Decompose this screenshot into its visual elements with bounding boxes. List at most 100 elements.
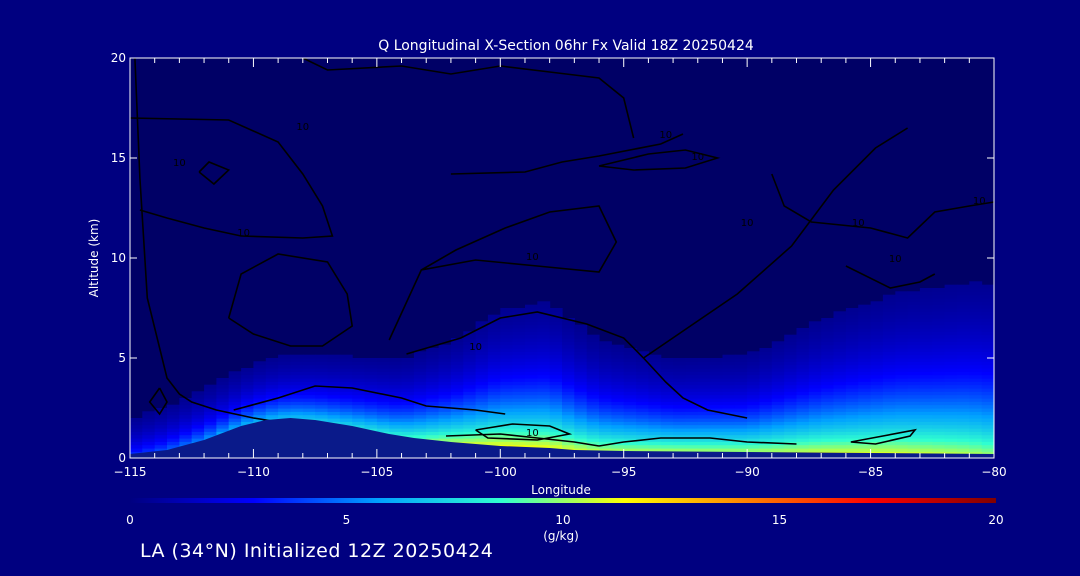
heat-cell [673,364,686,369]
heat-cell [364,391,378,396]
heat-cell [599,398,612,402]
heat-cell [265,408,279,412]
heat-cell [438,391,452,396]
heat-cell [759,354,773,359]
heat-cell [389,408,403,412]
heat-cell [302,361,316,366]
heat-cell [882,344,896,349]
heat-cell [549,351,563,356]
heat-cell [784,448,798,452]
heat-cell [364,394,378,399]
heat-cell [278,364,291,369]
heat-cell [500,434,514,439]
heat-cell [352,421,366,426]
heat-cell [969,404,983,409]
heat-cell [845,401,859,406]
heat-cell [660,411,674,416]
heat-cell [562,354,575,359]
heat-cell [154,411,168,416]
contour-line [388,205,618,341]
heat-cell [549,391,563,396]
heat-cell [722,414,736,419]
heat-cell [932,438,946,442]
heat-cell [463,354,477,359]
heat-cell [586,448,600,452]
heat-cell [463,384,477,389]
heat-cell [919,421,933,426]
heat-cell [796,361,810,366]
heat-cell [599,424,612,429]
heat-cell [957,451,970,456]
heat-cell [426,424,440,429]
heat-cell [660,398,674,402]
heat-cell [858,378,872,382]
heat-cell [673,421,686,426]
heat-cell [808,348,822,352]
heat-cell [512,398,526,402]
heat-cell [401,384,415,389]
heat-cell [376,378,390,382]
heat-cell [895,361,909,366]
heat-cell [599,371,612,376]
heat-cell [821,401,835,406]
heat-cell [796,434,810,439]
heat-cell [784,338,798,342]
heat-cell [315,354,328,359]
heat-cell [537,421,551,426]
heat-cell [586,424,600,429]
heat-cell [895,348,909,352]
heat-cell [623,388,637,392]
heat-cell [932,338,946,342]
heat-cell [784,344,798,349]
heat-cell [882,434,896,439]
heat-cell [500,348,514,352]
heat-cell [401,374,415,379]
heat-cell [722,368,736,372]
heat-cell [747,358,760,362]
heat-cell [586,338,600,342]
heat-cell [981,308,994,312]
heat-cell [142,431,156,436]
heat-cell [882,358,896,362]
heat-cell [253,371,267,376]
heat-cell [882,428,896,432]
heat-cell [660,431,674,436]
heat-cell [759,421,773,426]
heat-cell [919,341,933,346]
heat-cell [389,361,403,366]
heat-cell [475,411,489,416]
heat-cell [882,371,896,376]
heat-cell [957,284,970,289]
heat-cell [339,401,353,406]
heat-cell [228,421,242,426]
heat-cell [710,388,723,392]
heat-cell [537,381,551,386]
heat-cell [759,414,773,419]
heat-cell [907,404,921,409]
heat-cell [771,428,785,432]
heat-cell [710,378,723,382]
heat-cell [895,328,909,332]
heat-cell [426,411,440,416]
heat-cell [179,421,193,426]
heat-cell [895,391,909,396]
heat-cell [747,394,760,399]
heat-cell [685,358,699,362]
heat-cell [759,401,773,406]
heat-cell [549,444,563,449]
heat-cell [944,421,958,426]
heat-cell [660,401,674,406]
heat-cell [339,371,353,376]
heat-cell [487,398,501,402]
heat-cell [463,441,477,446]
heat-cell [771,358,785,362]
heat-cell [611,404,625,409]
heat-cell [882,304,896,309]
heat-cell [475,414,489,419]
heat-cell [130,421,143,426]
heat-cell [759,431,773,436]
heat-cell [549,424,563,429]
heat-cell [599,388,612,392]
heat-cell [290,391,304,396]
